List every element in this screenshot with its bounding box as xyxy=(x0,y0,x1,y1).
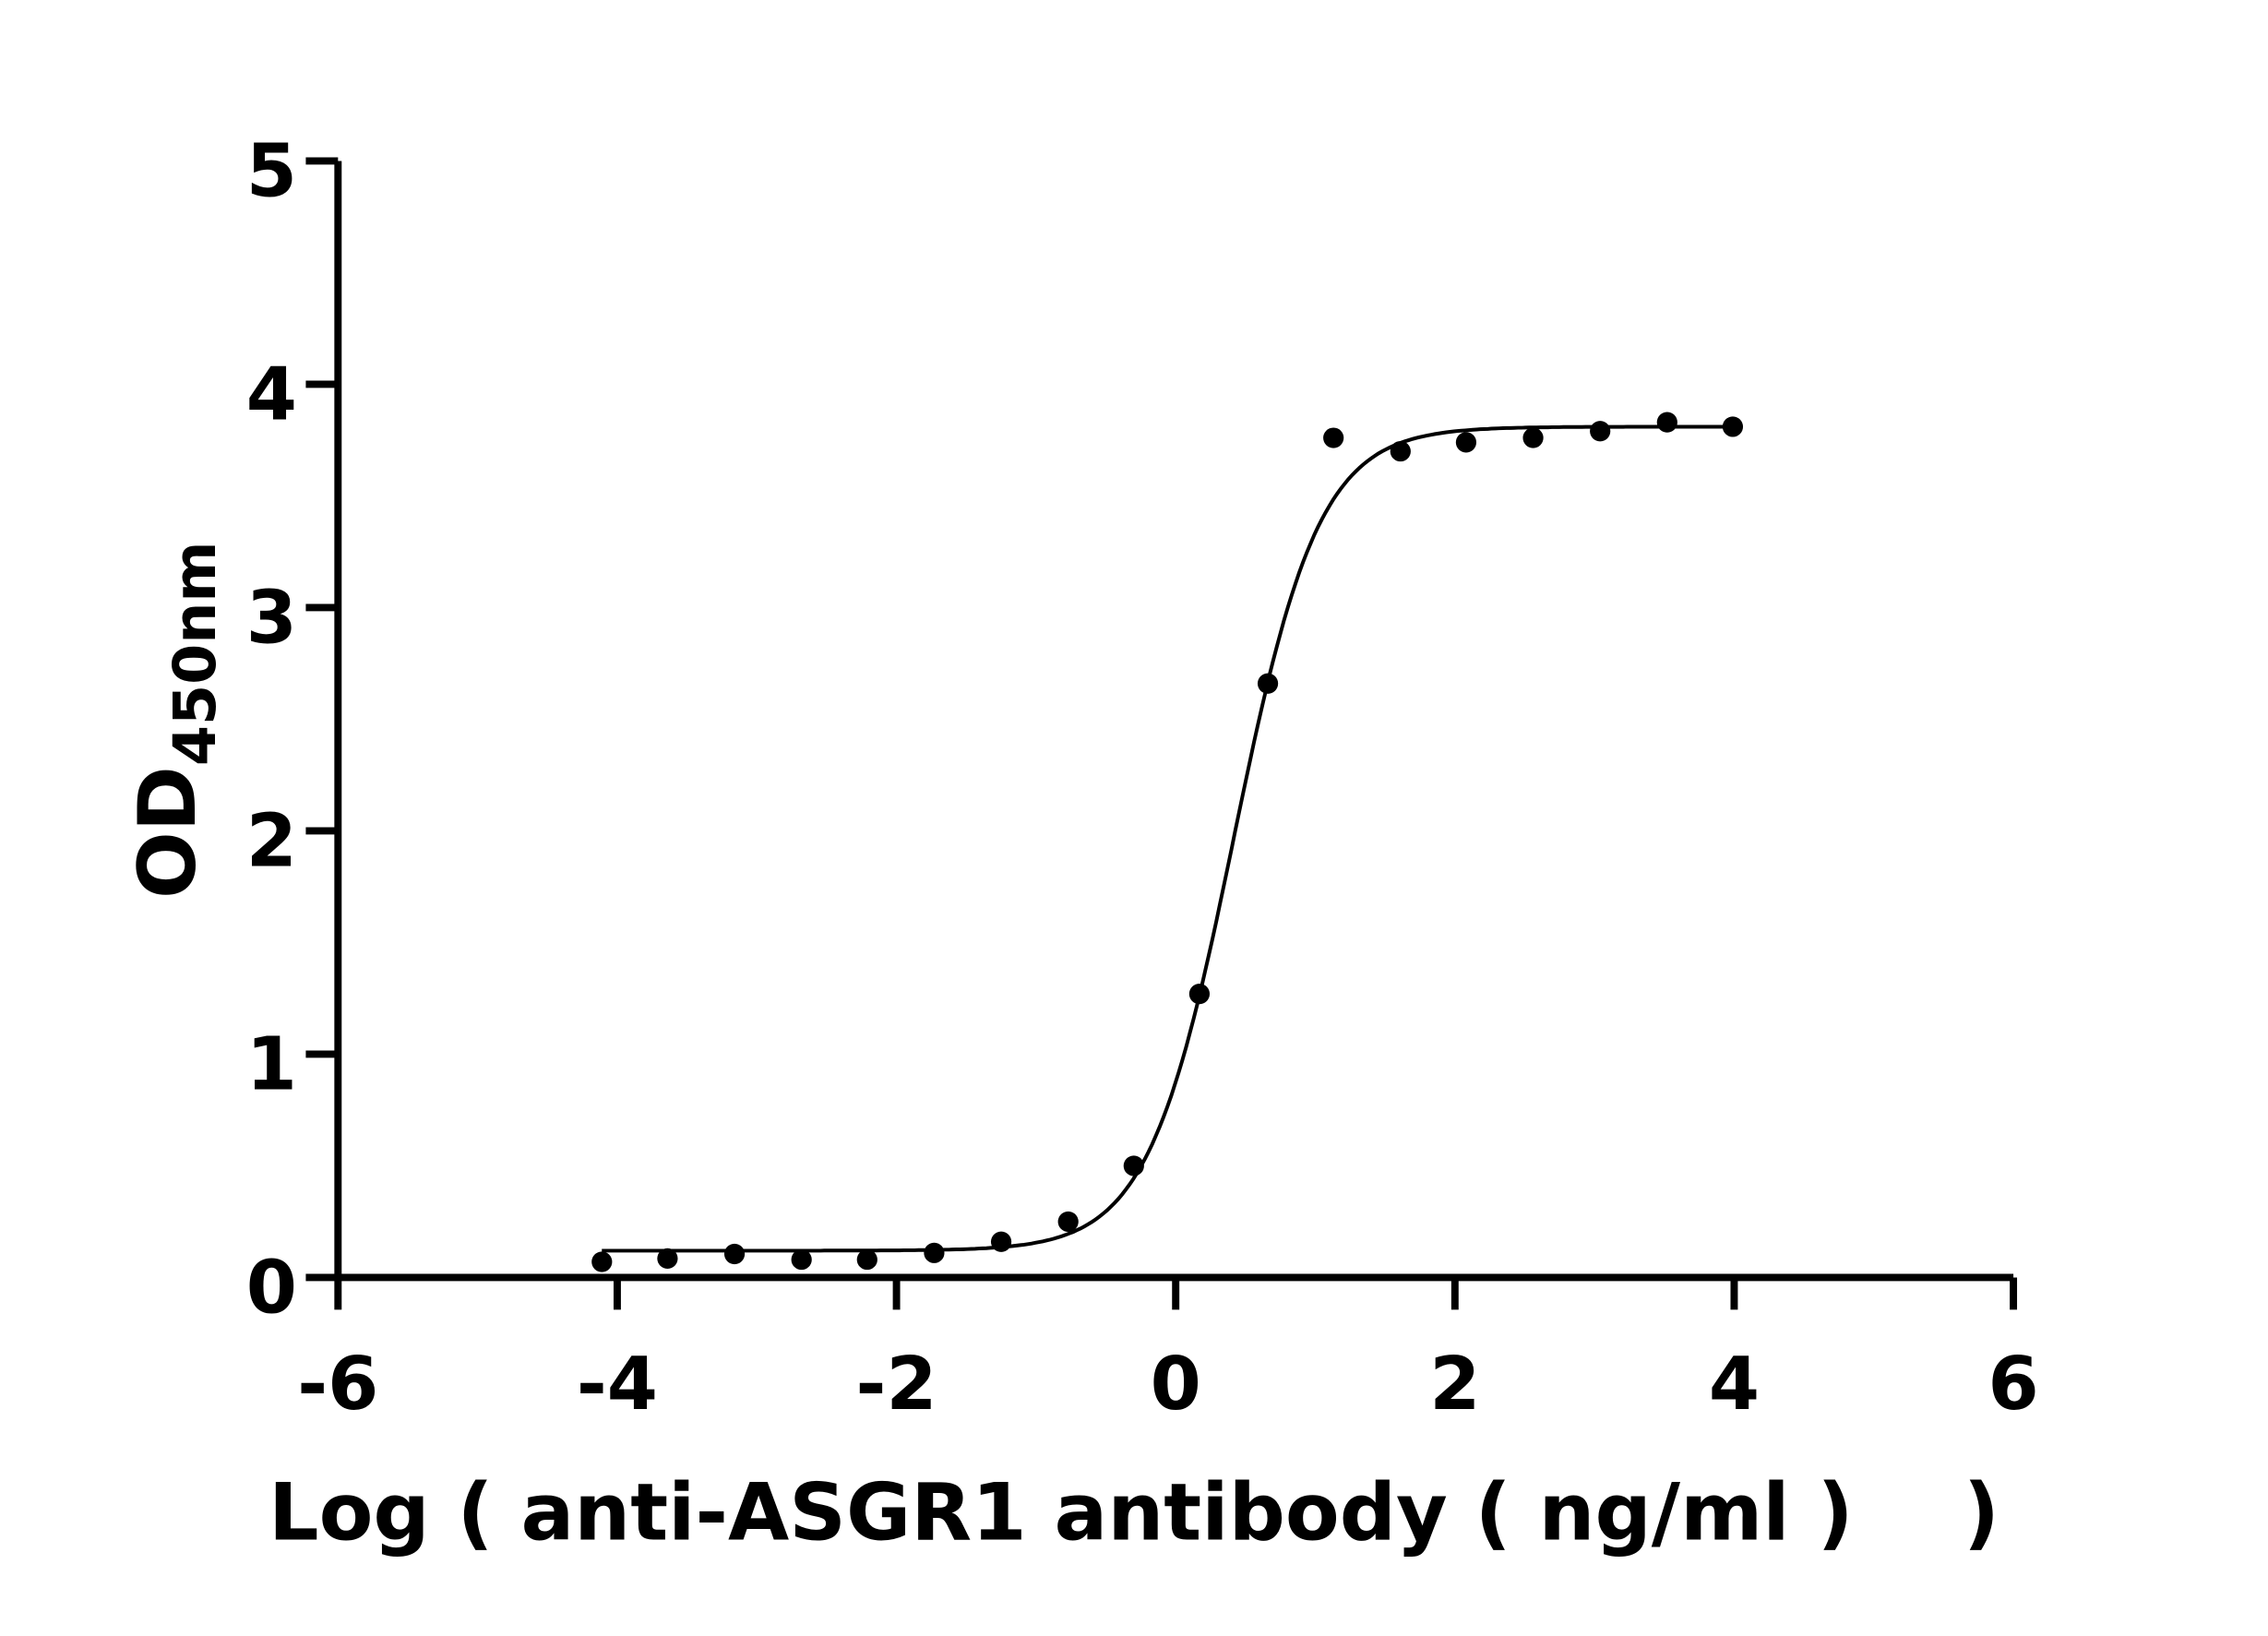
data-points xyxy=(591,412,1744,1272)
data-point xyxy=(1722,416,1744,437)
x-tick-label: 4 xyxy=(1709,1341,1760,1427)
y-tick-label: 3 xyxy=(246,575,297,661)
fit-curve xyxy=(602,424,1733,1253)
y-axis-title-main: OD xyxy=(123,766,214,899)
data-point xyxy=(1522,427,1544,448)
y-tick-label: 5 xyxy=(246,128,297,214)
data-point xyxy=(1057,1211,1079,1233)
data-point xyxy=(1656,412,1677,433)
data-point xyxy=(591,1251,613,1272)
data-point xyxy=(1455,432,1477,453)
data-point xyxy=(1188,984,1211,1005)
data-point xyxy=(924,1242,945,1263)
x-tick-label: 2 xyxy=(1429,1341,1480,1427)
ticks: -6 -4 -2 0 2 4 6 0 1 2 3 4 5 xyxy=(246,128,2039,1427)
x-tick-label: -2 xyxy=(856,1341,937,1427)
y-axis-title: OD450nm xyxy=(123,542,229,900)
data-point xyxy=(1123,1155,1144,1176)
data-point xyxy=(657,1248,678,1269)
y-axis-title-sub: 450nm xyxy=(161,542,229,767)
axes xyxy=(334,161,2014,1282)
x-tick-label: 6 xyxy=(1987,1341,2038,1427)
data-point xyxy=(723,1243,746,1265)
data-point xyxy=(791,1248,812,1271)
y-tick-label: 2 xyxy=(246,798,297,884)
data-point xyxy=(990,1231,1012,1252)
data-point xyxy=(1390,440,1411,462)
data-point xyxy=(1323,427,1344,448)
data-point xyxy=(856,1248,877,1271)
x-tick-label: -6 xyxy=(297,1341,378,1427)
data-point xyxy=(1257,673,1279,694)
y-tick-label: 1 xyxy=(246,1021,297,1107)
y-tick-label: 4 xyxy=(246,352,297,437)
y-tick-label: 0 xyxy=(246,1245,297,1331)
x-tick-label: -4 xyxy=(577,1341,658,1427)
data-point xyxy=(1590,421,1611,442)
x-axis-title: Log ( anti-ASGR1 antibody ( ng/ml ) ) xyxy=(269,1467,1999,1558)
x-tick-label: 0 xyxy=(1151,1341,1201,1427)
